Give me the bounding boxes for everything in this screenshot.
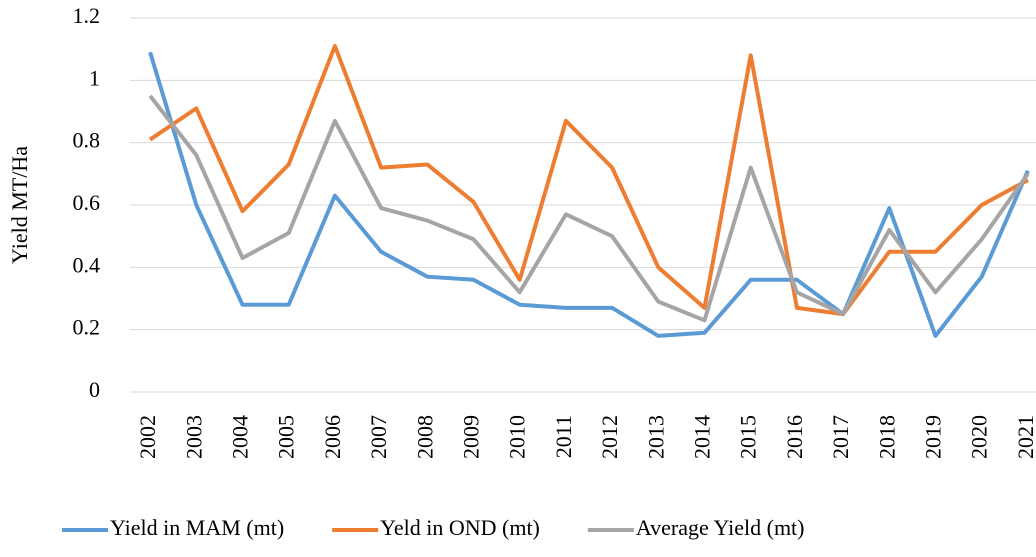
x-tick-label: 2006	[320, 415, 345, 459]
series-line	[148, 44, 1029, 317]
x-tick-label: 2019	[921, 415, 946, 459]
y-tick-label: 0.8	[73, 128, 101, 153]
x-tick-label: 2009	[459, 415, 484, 459]
y-tick-label: 1	[89, 65, 100, 90]
x-tick-label: 2021	[1013, 415, 1036, 459]
x-tick-label: 2005	[274, 415, 299, 459]
legend-label: Yield in MAM (mt)	[110, 515, 284, 540]
x-tick-label: 2020	[967, 415, 992, 459]
y-axis-label: Yield MT/Ha	[7, 146, 32, 264]
x-tick-label: 2016	[782, 415, 807, 459]
y-tick-label: 1.2	[73, 3, 101, 28]
x-tick-label: 2008	[412, 415, 437, 459]
series-line	[148, 94, 1030, 323]
x-tick-label: 2010	[505, 415, 530, 459]
x-tick-label: 2015	[736, 415, 761, 459]
x-tick-label: 2014	[690, 415, 715, 459]
y-tick-label: 0.6	[73, 190, 101, 215]
x-tick-label: 2017	[828, 415, 853, 459]
legend: Yield in MAM (mt) Yeld in OND (mt) Average…	[62, 515, 805, 540]
x-tick-label: 2011	[551, 415, 576, 458]
x-tick-label: 2003	[181, 415, 206, 459]
x-tick-label: 2007	[366, 415, 391, 459]
legend-label: Yeld in OND (mt)	[380, 515, 540, 540]
x-tick-label: 2012	[597, 415, 622, 459]
x-tick-label: 2013	[643, 415, 668, 459]
x-tick-label: 2018	[874, 415, 899, 459]
y-tick-label: 0	[89, 377, 100, 402]
x-tick-label: 2004	[228, 415, 253, 459]
x-tick-label: 2002	[135, 415, 160, 459]
series-line	[148, 51, 1030, 338]
y-tick-label: 0.2	[73, 315, 101, 340]
y-tick-label: 0.4	[73, 252, 101, 277]
legend-label: Average Yield (mt)	[636, 515, 805, 540]
